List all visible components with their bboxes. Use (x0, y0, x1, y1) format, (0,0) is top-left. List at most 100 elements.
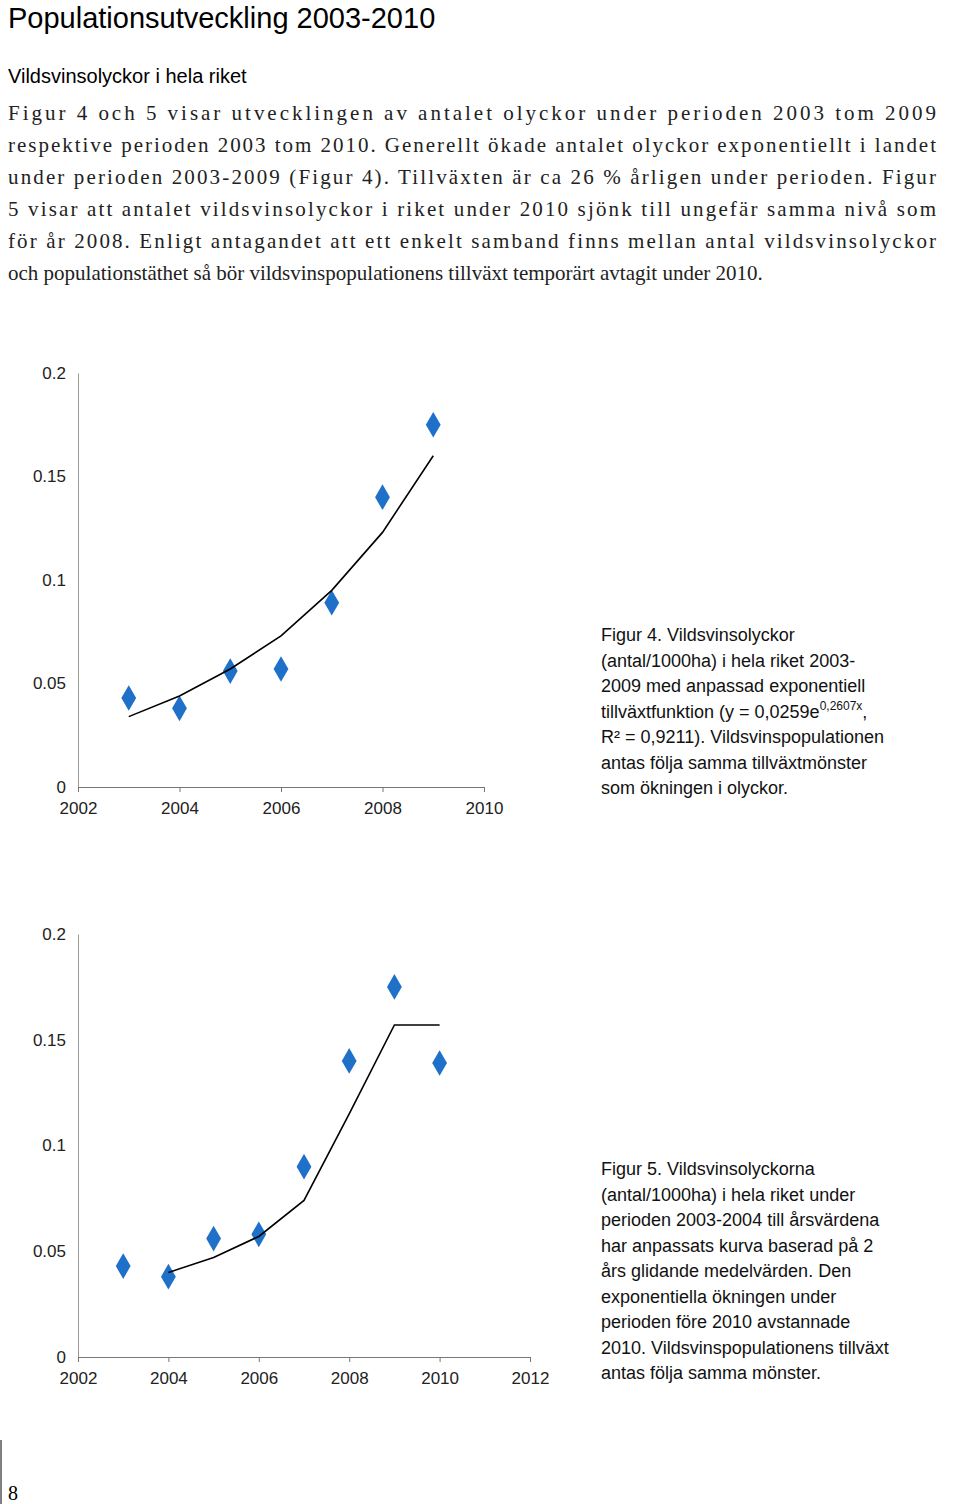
x-tick: 2008 (364, 787, 402, 818)
caption-line: perioden före 2010 avstannade (601, 1312, 850, 1332)
caption-segment: tillväxtfunktion (y = 0,0259e (601, 702, 820, 722)
x-tick-mark (259, 1357, 260, 1362)
y-tick: 0.2 (42, 925, 78, 944)
x-tick: 2008 (331, 1357, 369, 1388)
x-tick-label: 2002 (60, 799, 98, 818)
marker (387, 974, 402, 1000)
marker (121, 685, 136, 711)
y-tick: 0.1 (42, 1136, 78, 1155)
caption-line: (antal/1000ha) i hela riket 2003- (601, 651, 855, 671)
y-tick-label: 0.2 (42, 364, 66, 383)
x-tick-mark (349, 1357, 350, 1362)
caption-line: exponentiella ökningen under (601, 1287, 836, 1307)
marker (432, 1050, 447, 1076)
x-tick-mark (78, 787, 79, 792)
body-line: Figur 4 och 5 visar utvecklingen av anta… (8, 101, 936, 125)
page-rule (1, 1440, 2, 1504)
y-tick-label: 0.1 (42, 571, 66, 590)
x-tick-label: 2010 (421, 1369, 459, 1388)
x-tick: 2012 (512, 1357, 550, 1388)
heading: Populationsutveckling 2003-2010 (8, 2, 435, 34)
line (168, 1025, 439, 1272)
caption-line: Figur 4. Vildsvinsolyckor (601, 625, 795, 645)
marker (172, 696, 187, 722)
marker (342, 1048, 357, 1074)
body-line: och populationstäthet så bör vildsvinspo… (8, 261, 763, 285)
x-tick: 2002 (60, 1357, 98, 1388)
body-line: respektive perioden 2003 tom 2010. Gener… (8, 133, 936, 157)
caption-line: har anpassats kurva baserad på 2 (601, 1236, 873, 1256)
marker (206, 1226, 221, 1252)
x-tick-mark (383, 787, 384, 792)
caption-line: års glidande medelvärden. Den (601, 1261, 851, 1281)
caption-segment: 0,2607x (820, 699, 863, 713)
marker (297, 1154, 312, 1180)
chart: 0 0.05 0.1 0.15 0.2 2002 2004 2006 2008 2010 2012 (33, 925, 550, 1388)
y-tick-label: 0.15 (33, 467, 66, 486)
x-tick-mark (440, 1357, 441, 1362)
x-tick-mark (484, 787, 485, 792)
caption-segment: , (862, 702, 867, 722)
x-tick-mark (281, 787, 282, 792)
x-tick-label: 2008 (364, 799, 402, 818)
x-tick: 2010 (466, 787, 504, 818)
caption-line: (antal/1000ha) i hela riket under (601, 1185, 855, 1205)
marker (161, 1264, 176, 1290)
marker (251, 1222, 266, 1248)
page: Populationsutveckling 2003-2010 Vildsvins… (0, 0, 960, 1504)
x-axis-line (79, 1357, 531, 1358)
y-axis: 0 0.05 0.1 0.15 0.2 (33, 364, 79, 797)
x-tick-label: 2008 (331, 1369, 369, 1388)
x-tick-mark (78, 1357, 79, 1362)
y-tick: 0 (57, 1348, 78, 1367)
y-axis: 0 0.05 0.1 0.15 0.2 (33, 925, 79, 1367)
y-tick: 0.15 (33, 1031, 78, 1050)
body-line: under perioden 2003-2009 (Figur 4). Till… (8, 165, 936, 189)
subheading: Vildsvinsolyckor i hela riket (8, 65, 247, 87)
x-tick-label: 2006 (240, 1369, 278, 1388)
marker (375, 484, 390, 510)
plot-area (121, 412, 440, 721)
y-tick-label: 0.15 (33, 1031, 66, 1050)
y-tick: 0.15 (33, 467, 78, 486)
marker (116, 1253, 131, 1279)
y-tick: 0 (57, 778, 78, 797)
y-tick-label: 0.2 (42, 925, 66, 944)
caption-line: som ökningen i olyckor. (601, 778, 788, 798)
x-tick-label: 2012 (512, 1369, 550, 1388)
y-tick-label: 0.1 (42, 1136, 66, 1155)
y-tick-label: 0 (57, 778, 66, 797)
caption-line: 2009 med anpassad exponentiell (601, 676, 865, 696)
y-tick: 0.05 (33, 1242, 78, 1261)
marker (274, 656, 289, 682)
x-tick-label: 2004 (150, 1369, 188, 1388)
y-tick: 0.2 (42, 364, 78, 383)
y-tick-label: 0 (57, 1348, 66, 1367)
y-axis-line (78, 374, 79, 788)
y-axis-line (78, 935, 79, 1358)
caption-line: 2010. Vildsvinspopulationens tillväxt (601, 1338, 889, 1358)
x-tick-label: 2006 (263, 799, 301, 818)
x-axis: 2002 2004 2006 2008 2010 2012 (60, 1357, 550, 1388)
x-tick-mark (180, 787, 181, 792)
y-tick-label: 0.05 (33, 1242, 66, 1261)
x-axis: 2002 2004 2006 2008 2010 (60, 787, 504, 818)
caption-line: antas följa samma tillväxtmönster (601, 753, 867, 773)
caption-line: Figur 5. Vildsvinsolyckorna (601, 1159, 816, 1179)
line (129, 456, 434, 717)
x-tick: 2004 (161, 787, 199, 818)
x-tick: 2006 (263, 787, 301, 818)
x-tick: 2002 (60, 787, 98, 818)
caption-line: tillväxtfunktion (y = 0,0259e0,2607x, (601, 699, 867, 722)
page-number: 8 (8, 1482, 18, 1504)
body-line: för år 2008. Enligt antagandet att ett e… (8, 229, 936, 253)
marker (426, 412, 441, 438)
body-line: 5 visar att antalet vildsvinsolyckor i r… (8, 197, 936, 221)
marker (324, 590, 339, 616)
x-tick-mark (530, 1357, 531, 1362)
y-tick-label: 0.05 (33, 674, 66, 693)
caption-line: perioden 2003-2004 till årsvärdena (601, 1210, 880, 1230)
y-tick: 0.1 (42, 571, 78, 590)
x-tick-label: 2010 (466, 799, 504, 818)
plot-area (116, 974, 447, 1289)
